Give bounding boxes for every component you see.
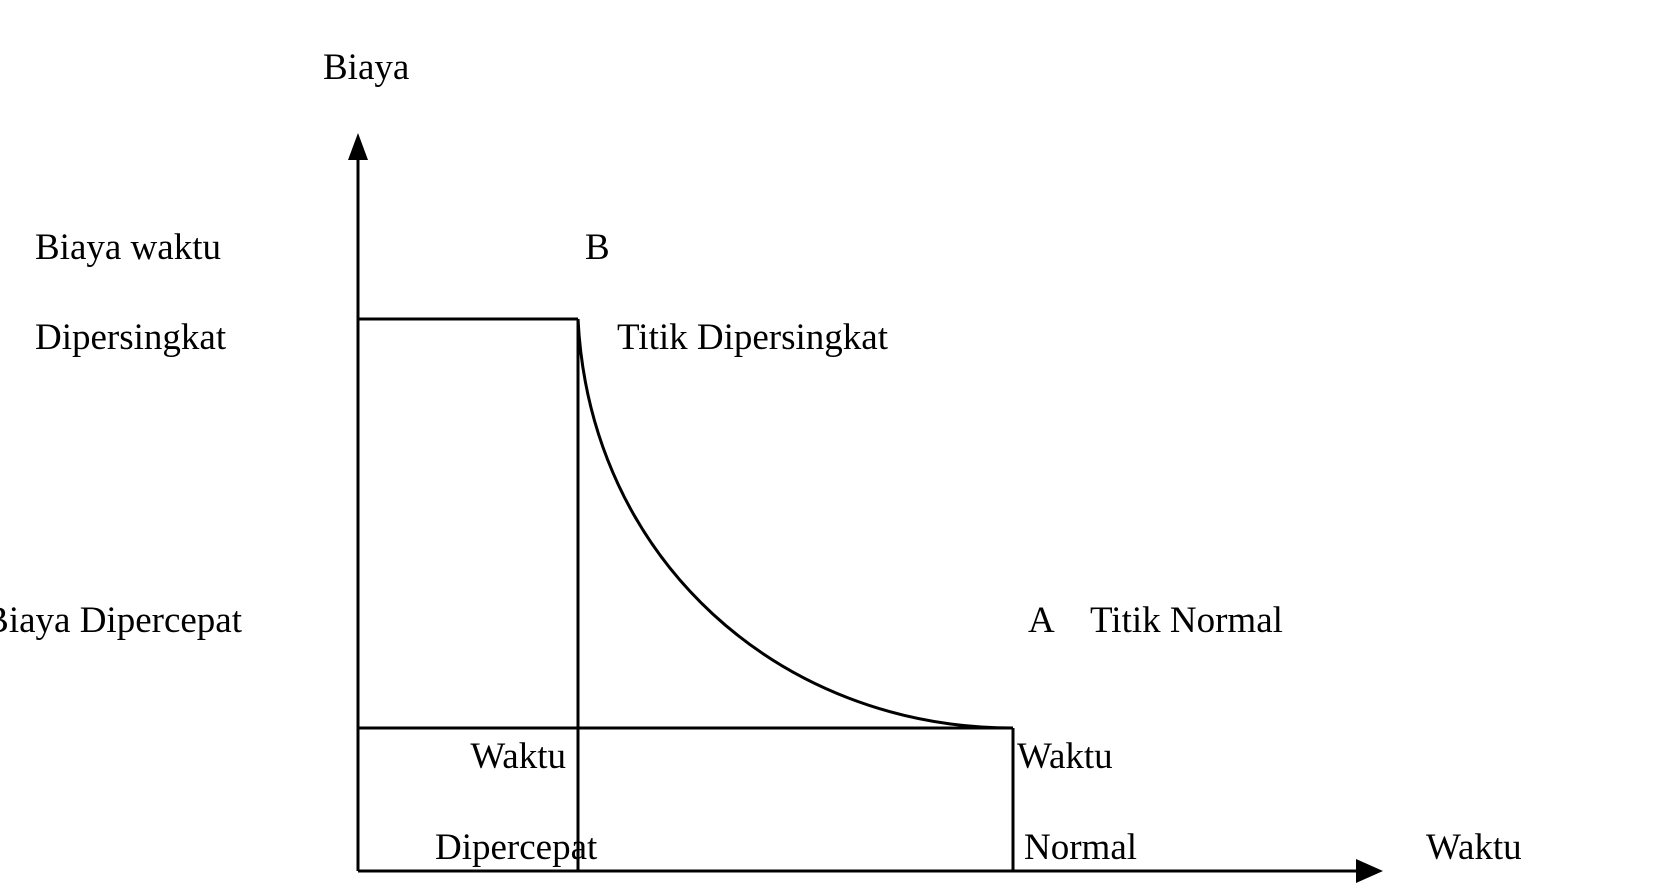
point-a-label: Titik Normal [1090,600,1283,641]
time-cost-curve [576,318,1014,730]
point-b-label: Titik Dipersingkat [617,317,889,358]
crash-time-label-line1: Waktu [470,736,566,777]
x-axis-label: Waktu [1426,827,1522,868]
point-a: A [1028,600,1055,641]
normal-time-label-line2: Normal [1024,827,1137,868]
crash-time-label-line2: Dipercepat [435,827,598,868]
crash-cost-label-line1: Biaya waktu [35,227,221,268]
normal-cost-label: Biaya Dipercepat [0,600,243,641]
point-b: B [585,227,610,268]
y-axis-label: Biaya [323,47,409,88]
x-axis-arrowhead-icon [1356,859,1383,883]
normal-time-label-line1: Waktu [1017,736,1113,777]
crash-cost-label-line2: Dipersingkat [35,317,227,358]
y-axis-arrowhead-icon [348,133,368,160]
